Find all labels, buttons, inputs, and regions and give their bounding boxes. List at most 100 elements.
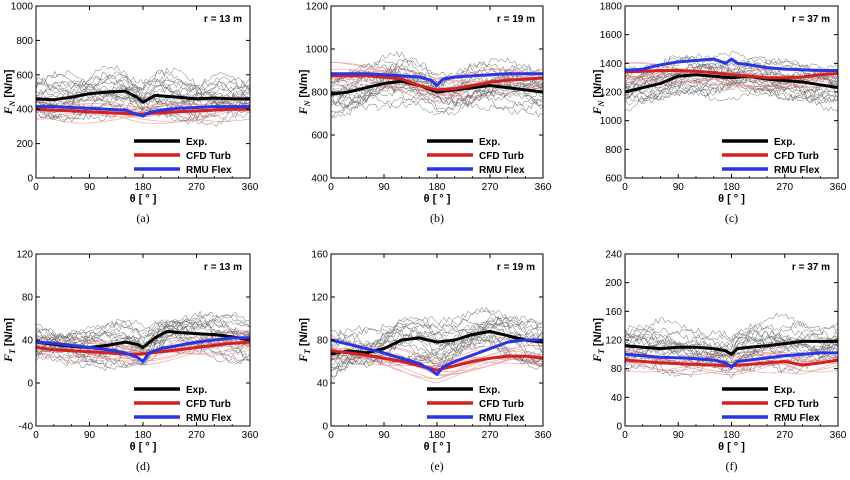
y-axis-title: FN [N/m] [1,69,17,115]
panel-caption: (c) [725,211,738,225]
exp-run-line [36,80,250,109]
x-tick-label: 180 [723,430,740,441]
rmu-series-line [331,72,543,87]
y-tick-label: 0 [322,422,328,433]
exp-run-line [36,339,250,369]
rmu-series-line [36,105,250,118]
exp-series-line [331,79,543,96]
x-tick-label: 270 [188,430,205,441]
plot-area [625,312,838,379]
y-tick-label: 1000 [306,45,329,56]
y-tick-label: 200 [16,139,33,150]
y-tick-label: 1200 [306,2,329,13]
x-tick-label: 180 [723,182,740,193]
y-tick-label: 0 [27,174,33,185]
plot-area [625,51,838,114]
exp-run-line [36,75,250,104]
exp-run-line [36,329,250,356]
legend-cfd-label: CFD Turb [479,151,524,162]
legend-exp-label: Exp. [186,385,207,396]
cfd-series-line [36,340,250,356]
radius-annotation: r = 19 m [497,262,535,273]
legend-cfd-label: CFD Turb [479,399,524,410]
legend-exp-label: Exp. [774,137,795,148]
radius-annotation: r = 37 m [792,14,830,25]
radius-annotation: r = 13 m [204,262,242,273]
exp-run-line [331,322,543,361]
legend-rmu-label: RMU Flex [774,413,820,424]
x-tick-label: 180 [429,182,446,193]
x-axis-title: θ [ ° ] [718,193,745,205]
exp-run-line [331,61,543,90]
x-tick-label: 0 [622,430,628,441]
exp-run-line [625,339,838,377]
y-tick-label: 40 [611,393,623,404]
y-tick-label: 80 [22,293,34,304]
rmu-series-line [625,351,838,369]
exp-run-line [331,335,543,377]
x-tick-label: 360 [535,430,552,441]
cfd-run-line [331,347,543,365]
legend-rmu-label: RMU Flex [186,165,232,176]
chart-panel-3: 0 90 180 270 360 600 800 1000 1200 1400 1600 1800 r … [590,2,847,226]
chart-panel-5: 0 90 180 270 360 0 40 80 120 160 r = 19 m Exp. CFD T… [296,250,552,474]
exp-run-line [625,80,838,114]
cfd-series-line [625,69,838,80]
exp-run-line [331,57,543,93]
exp-series-line [625,73,838,94]
exp-run-line [36,69,250,105]
radius-annotation: r = 19 m [497,14,535,25]
cfd-run-line [36,109,250,124]
exp-run-line [36,64,250,107]
legend-cfd-label: CFD Turb [774,399,819,410]
y-tick-label: 1800 [600,2,623,13]
exp-run-line [625,320,838,362]
x-tick-label: 360 [830,182,847,193]
cfd-series-line [331,349,543,372]
exp-run-line [625,53,838,91]
x-tick-label: 360 [242,182,259,193]
x-tick-label: 90 [673,182,685,193]
y-tick-label: 40 [22,336,34,347]
x-tick-label: 360 [535,182,552,193]
chart-panel-6: 0 90 180 270 360 0 40 80 120 160 200 240 r = 37 m Exp… [590,250,847,474]
exp-run-line [331,306,543,349]
exp-run-line [331,317,543,372]
y-tick-label: 1000 [11,2,34,13]
y-axis-title: FT [N/m] [1,318,17,363]
chart-panel-2: 0 90 180 270 360 400 600 800 1000 1200 r = 19 m Exp… [296,2,552,226]
plot-area [36,310,250,372]
y-tick-label: 160 [605,307,622,318]
x-tick-label: 360 [830,430,847,441]
x-axis-title: θ [ ° ] [718,441,745,453]
x-tick-label: 90 [378,182,390,193]
exp-run-line [36,320,250,366]
exp-run-line [331,324,543,353]
x-axis-title: θ [ ° ] [130,441,157,453]
chart-panel-1: 0 90 180 270 360 0 200 400 600 800 1000 r = 13 m Exp… [1,2,259,226]
exp-run-line [625,312,838,354]
y-tick-label: 200 [605,278,622,289]
exp-series-line [36,89,250,104]
exp-run-line [331,59,543,87]
cfd-series-line [331,74,543,92]
y-tick-label: 600 [16,70,33,81]
y-tick-label: -40 [19,422,34,433]
x-tick-label: 0 [33,182,39,193]
y-axis-title: FT [N/m] [296,318,312,363]
exp-run-line [36,67,250,103]
y-tick-label: 240 [605,250,622,261]
legend-exp-label: Exp. [774,385,795,396]
exp-run-line [36,312,250,346]
y-tick-label: 400 [16,105,33,116]
x-axis-title: θ [ ° ] [424,441,451,453]
y-tick-label: 40 [317,379,329,390]
panel-caption: (a) [136,211,149,225]
y-axis-title: FT [N/m] [590,318,606,363]
exp-run-line [625,63,838,106]
y-tick-label: 800 [311,88,328,99]
exp-run-line [625,323,838,351]
panel-caption: (e) [430,459,443,473]
legend-exp-label: Exp. [479,385,500,396]
legend-cfd-label: CFD Turb [186,399,231,410]
